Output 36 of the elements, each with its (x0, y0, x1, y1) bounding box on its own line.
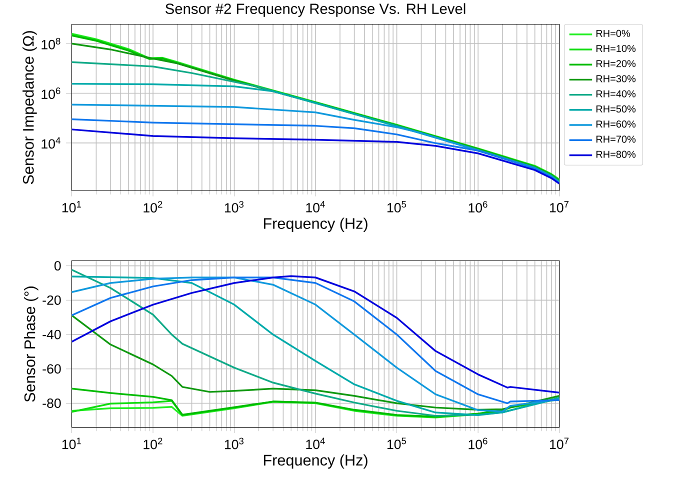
x-tick-label: 10$^{3}$ (224, 201, 244, 213)
y-tick-label: -40 (42, 330, 61, 340)
y-axis-title: Sensor Impedance (Ω) (22, 31, 37, 184)
y-tick-label: 10$^{6}$ (42, 88, 60, 100)
x-tick-label: 10$^{4}$ (306, 201, 325, 212)
legend-label: RH=20% (596, 60, 636, 68)
x-axis-title: Frequency (Hz) (264, 454, 368, 469)
x-tick-label: 10$^{4}$ (306, 438, 325, 450)
y-tick-label: 10$^{8}$ (42, 38, 60, 50)
x-tick-label: 10$^{1}$ (62, 201, 81, 212)
y-tick-label: -80 (42, 398, 61, 408)
legend-label: RH=0% (596, 30, 630, 37)
x-tick-label: 10$^{2}$ (144, 201, 162, 213)
x-tick-label: 10$^{6}$ (468, 201, 488, 213)
x-tick-label: 10$^{1}$ (62, 438, 81, 450)
y-tick-label: 10$^{4}$ (42, 137, 60, 149)
legend-label: RH=70% (596, 136, 636, 143)
legend-label: RH=10% (596, 44, 636, 52)
x-tick-label: 10$^{6}$ (468, 438, 488, 450)
y-tick-label: 0 (54, 261, 61, 271)
y-tick-label: -20 (42, 295, 61, 305)
chart-title: Sensor #2 Frequency Response Vs. RH Level (166, 3, 466, 17)
legend-label: RH=40% (596, 90, 636, 98)
legend-label: RH=30% (596, 75, 636, 82)
x-tick-label: 10$^{7}$ (550, 201, 569, 212)
x-axis-title: Frequency (Hz) (264, 218, 368, 232)
x-tick-label: 10$^{7}$ (550, 438, 569, 450)
y-tick-label: -60 (42, 364, 61, 374)
x-tick-label: 10$^{5}$ (387, 438, 406, 450)
legend-label: RH=60% (596, 120, 636, 128)
legend-label: RH=50% (596, 105, 636, 113)
x-tick-label: 10$^{5}$ (387, 201, 406, 212)
x-tick-label: 10$^{2}$ (144, 438, 162, 450)
y-axis-title: Sensor Phase (°) (24, 286, 38, 402)
x-tick-label: 10$^{3}$ (224, 438, 244, 450)
legend-label: RH=80% (596, 150, 636, 158)
